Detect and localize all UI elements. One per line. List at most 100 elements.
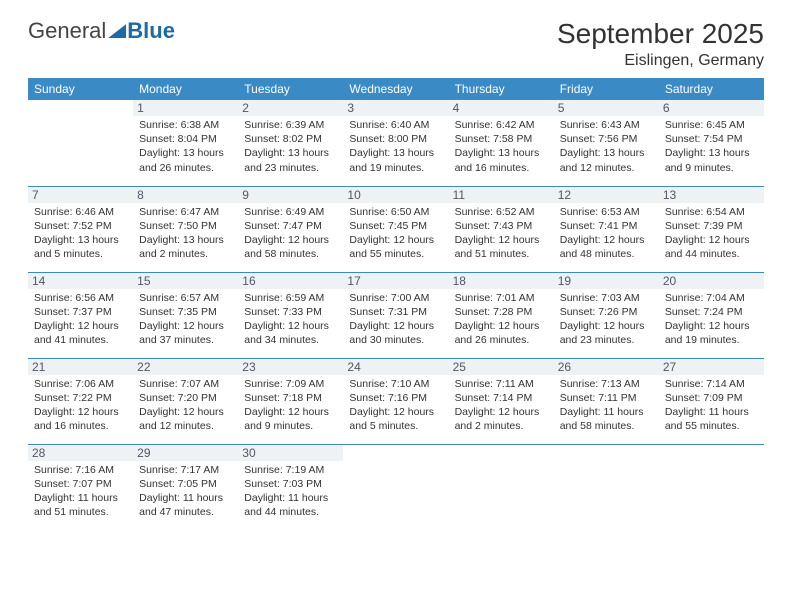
day-number: 29 <box>133 445 238 461</box>
sunset-line: Sunset: 7:26 PM <box>560 305 653 319</box>
sunrise-line: Sunrise: 7:13 AM <box>560 377 653 391</box>
calendar-day-cell: 4Sunrise: 6:42 AMSunset: 7:58 PMDaylight… <box>449 100 554 186</box>
calendar-day-cell: 11Sunrise: 6:52 AMSunset: 7:43 PMDayligh… <box>449 186 554 272</box>
day-number: 12 <box>554 187 659 203</box>
weekday-header: Sunday <box>28 78 133 100</box>
day-number: 6 <box>659 100 764 116</box>
calendar-day-cell: 21Sunrise: 7:06 AMSunset: 7:22 PMDayligh… <box>28 358 133 444</box>
sunrise-line: Sunrise: 7:14 AM <box>665 377 758 391</box>
page-header: General Blue September 2025 Eislingen, G… <box>28 18 764 70</box>
sunrise-line: Sunrise: 6:53 AM <box>560 205 653 219</box>
calendar-week-row: 7Sunrise: 6:46 AMSunset: 7:52 PMDaylight… <box>28 186 764 272</box>
sunset-line: Sunset: 7:45 PM <box>349 219 442 233</box>
sunrise-line: Sunrise: 6:49 AM <box>244 205 337 219</box>
daylight-line: Daylight: 12 hours and 5 minutes. <box>349 405 442 433</box>
daylight-line: Daylight: 13 hours and 26 minutes. <box>139 146 232 174</box>
day-number: 8 <box>133 187 238 203</box>
day-number: 13 <box>659 187 764 203</box>
sunset-line: Sunset: 7:58 PM <box>455 132 548 146</box>
daylight-line: Daylight: 13 hours and 12 minutes. <box>560 146 653 174</box>
daylight-line: Daylight: 13 hours and 19 minutes. <box>349 146 442 174</box>
calendar-day-cell: 2Sunrise: 6:39 AMSunset: 8:02 PMDaylight… <box>238 100 343 186</box>
sunrise-line: Sunrise: 6:40 AM <box>349 118 442 132</box>
calendar-day-cell: 27Sunrise: 7:14 AMSunset: 7:09 PMDayligh… <box>659 358 764 444</box>
calendar-day-cell: 16Sunrise: 6:59 AMSunset: 7:33 PMDayligh… <box>238 272 343 358</box>
calendar-day-cell: 13Sunrise: 6:54 AMSunset: 7:39 PMDayligh… <box>659 186 764 272</box>
calendar-body: 1Sunrise: 6:38 AMSunset: 8:04 PMDaylight… <box>28 100 764 530</box>
sunrise-line: Sunrise: 7:09 AM <box>244 377 337 391</box>
daylight-line: Daylight: 12 hours and 26 minutes. <box>455 319 548 347</box>
day-number: 26 <box>554 359 659 375</box>
sunset-line: Sunset: 7:56 PM <box>560 132 653 146</box>
day-number: 30 <box>238 445 343 461</box>
calendar-day-cell: 18Sunrise: 7:01 AMSunset: 7:28 PMDayligh… <box>449 272 554 358</box>
sunset-line: Sunset: 7:33 PM <box>244 305 337 319</box>
calendar-day-cell: 6Sunrise: 6:45 AMSunset: 7:54 PMDaylight… <box>659 100 764 186</box>
daylight-line: Daylight: 11 hours and 47 minutes. <box>139 491 232 519</box>
sunrise-line: Sunrise: 7:07 AM <box>139 377 232 391</box>
day-number: 11 <box>449 187 554 203</box>
month-title: September 2025 <box>557 18 764 50</box>
sunset-line: Sunset: 7:31 PM <box>349 305 442 319</box>
sunrise-line: Sunrise: 7:06 AM <box>34 377 127 391</box>
sunset-line: Sunset: 7:43 PM <box>455 219 548 233</box>
sunset-line: Sunset: 7:11 PM <box>560 391 653 405</box>
weekday-header-row: SundayMondayTuesdayWednesdayThursdayFrid… <box>28 78 764 100</box>
daylight-line: Daylight: 12 hours and 34 minutes. <box>244 319 337 347</box>
brand-triangle-icon <box>108 24 126 38</box>
daylight-line: Daylight: 13 hours and 9 minutes. <box>665 146 758 174</box>
sunset-line: Sunset: 7:37 PM <box>34 305 127 319</box>
day-number: 2 <box>238 100 343 116</box>
day-number: 16 <box>238 273 343 289</box>
daylight-line: Daylight: 12 hours and 44 minutes. <box>665 233 758 261</box>
day-number: 28 <box>28 445 133 461</box>
day-number: 22 <box>133 359 238 375</box>
sunrise-line: Sunrise: 6:50 AM <box>349 205 442 219</box>
day-number: 20 <box>659 273 764 289</box>
sunset-line: Sunset: 7:05 PM <box>139 477 232 491</box>
sunrise-line: Sunrise: 6:47 AM <box>139 205 232 219</box>
sunrise-line: Sunrise: 6:38 AM <box>139 118 232 132</box>
day-number: 15 <box>133 273 238 289</box>
weekday-header: Monday <box>133 78 238 100</box>
sunset-line: Sunset: 7:20 PM <box>139 391 232 405</box>
daylight-line: Daylight: 13 hours and 16 minutes. <box>455 146 548 174</box>
day-number: 14 <box>28 273 133 289</box>
day-number: 19 <box>554 273 659 289</box>
calendar-empty-cell <box>28 100 133 186</box>
day-number: 27 <box>659 359 764 375</box>
sunrise-line: Sunrise: 6:57 AM <box>139 291 232 305</box>
calendar-day-cell: 9Sunrise: 6:49 AMSunset: 7:47 PMDaylight… <box>238 186 343 272</box>
calendar-day-cell: 24Sunrise: 7:10 AMSunset: 7:16 PMDayligh… <box>343 358 448 444</box>
sunset-line: Sunset: 8:02 PM <box>244 132 337 146</box>
calendar-day-cell: 25Sunrise: 7:11 AMSunset: 7:14 PMDayligh… <box>449 358 554 444</box>
weekday-header: Wednesday <box>343 78 448 100</box>
daylight-line: Daylight: 12 hours and 58 minutes. <box>244 233 337 261</box>
sunset-line: Sunset: 7:41 PM <box>560 219 653 233</box>
day-number: 25 <box>449 359 554 375</box>
brand-part1: General <box>28 18 106 44</box>
sunrise-line: Sunrise: 7:00 AM <box>349 291 442 305</box>
calendar-day-cell: 12Sunrise: 6:53 AMSunset: 7:41 PMDayligh… <box>554 186 659 272</box>
day-number: 4 <box>449 100 554 116</box>
daylight-line: Daylight: 12 hours and 37 minutes. <box>139 319 232 347</box>
daylight-line: Daylight: 12 hours and 2 minutes. <box>455 405 548 433</box>
day-number: 7 <box>28 187 133 203</box>
sunrise-line: Sunrise: 6:52 AM <box>455 205 548 219</box>
sunset-line: Sunset: 8:04 PM <box>139 132 232 146</box>
calendar-day-cell: 7Sunrise: 6:46 AMSunset: 7:52 PMDaylight… <box>28 186 133 272</box>
daylight-line: Daylight: 11 hours and 55 minutes. <box>665 405 758 433</box>
daylight-line: Daylight: 12 hours and 55 minutes. <box>349 233 442 261</box>
calendar-week-row: 1Sunrise: 6:38 AMSunset: 8:04 PMDaylight… <box>28 100 764 186</box>
calendar-day-cell: 19Sunrise: 7:03 AMSunset: 7:26 PMDayligh… <box>554 272 659 358</box>
calendar-day-cell: 5Sunrise: 6:43 AMSunset: 7:56 PMDaylight… <box>554 100 659 186</box>
brand-part2: Blue <box>127 18 175 43</box>
day-number: 18 <box>449 273 554 289</box>
sunset-line: Sunset: 7:50 PM <box>139 219 232 233</box>
location-label: Eislingen, Germany <box>557 52 764 70</box>
daylight-line: Daylight: 12 hours and 19 minutes. <box>665 319 758 347</box>
daylight-line: Daylight: 11 hours and 44 minutes. <box>244 491 337 519</box>
sunset-line: Sunset: 7:54 PM <box>665 132 758 146</box>
sunset-line: Sunset: 8:00 PM <box>349 132 442 146</box>
calendar-day-cell: 22Sunrise: 7:07 AMSunset: 7:20 PMDayligh… <box>133 358 238 444</box>
